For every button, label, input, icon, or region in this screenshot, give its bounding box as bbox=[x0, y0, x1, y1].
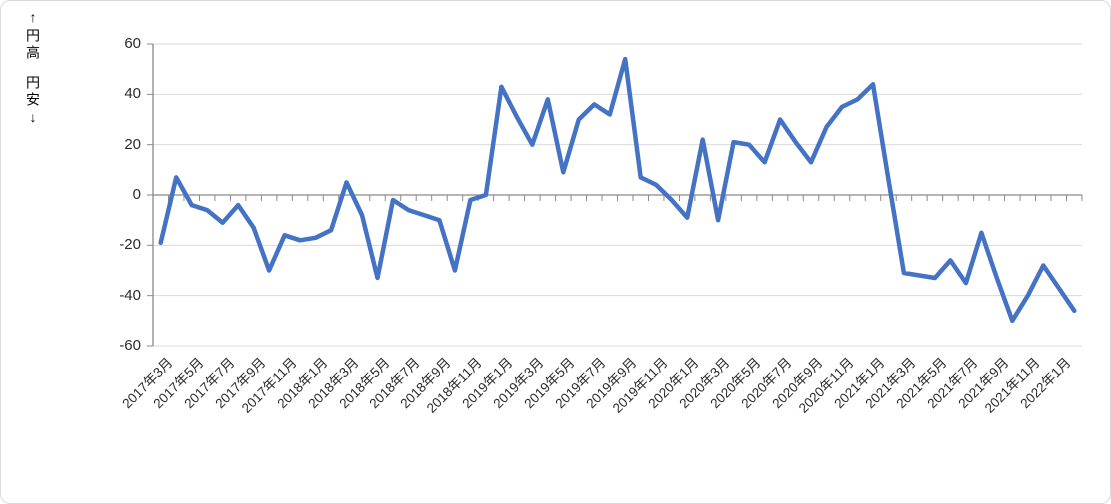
y-axis-label: 40 bbox=[124, 85, 141, 103]
x-axis-ticks bbox=[152, 195, 1083, 201]
y-axis-label: 60 bbox=[124, 35, 141, 52]
yen-depreciation-label: 円安↓ bbox=[25, 75, 41, 128]
y-axis-label: -40 bbox=[119, 286, 141, 304]
gridlines bbox=[153, 43, 1082, 347]
line-series bbox=[158, 56, 1077, 324]
y-axis-label: -20 bbox=[119, 236, 141, 254]
yen-appreciation-label: ↑円高 bbox=[25, 9, 41, 62]
y-axis-label: -60 bbox=[119, 337, 141, 354]
y-axis-label: 20 bbox=[124, 135, 141, 153]
y-axis-direction-annotation: ↑円高 円安↓ bbox=[25, 9, 41, 128]
y-axis-label: 0 bbox=[132, 186, 141, 203]
